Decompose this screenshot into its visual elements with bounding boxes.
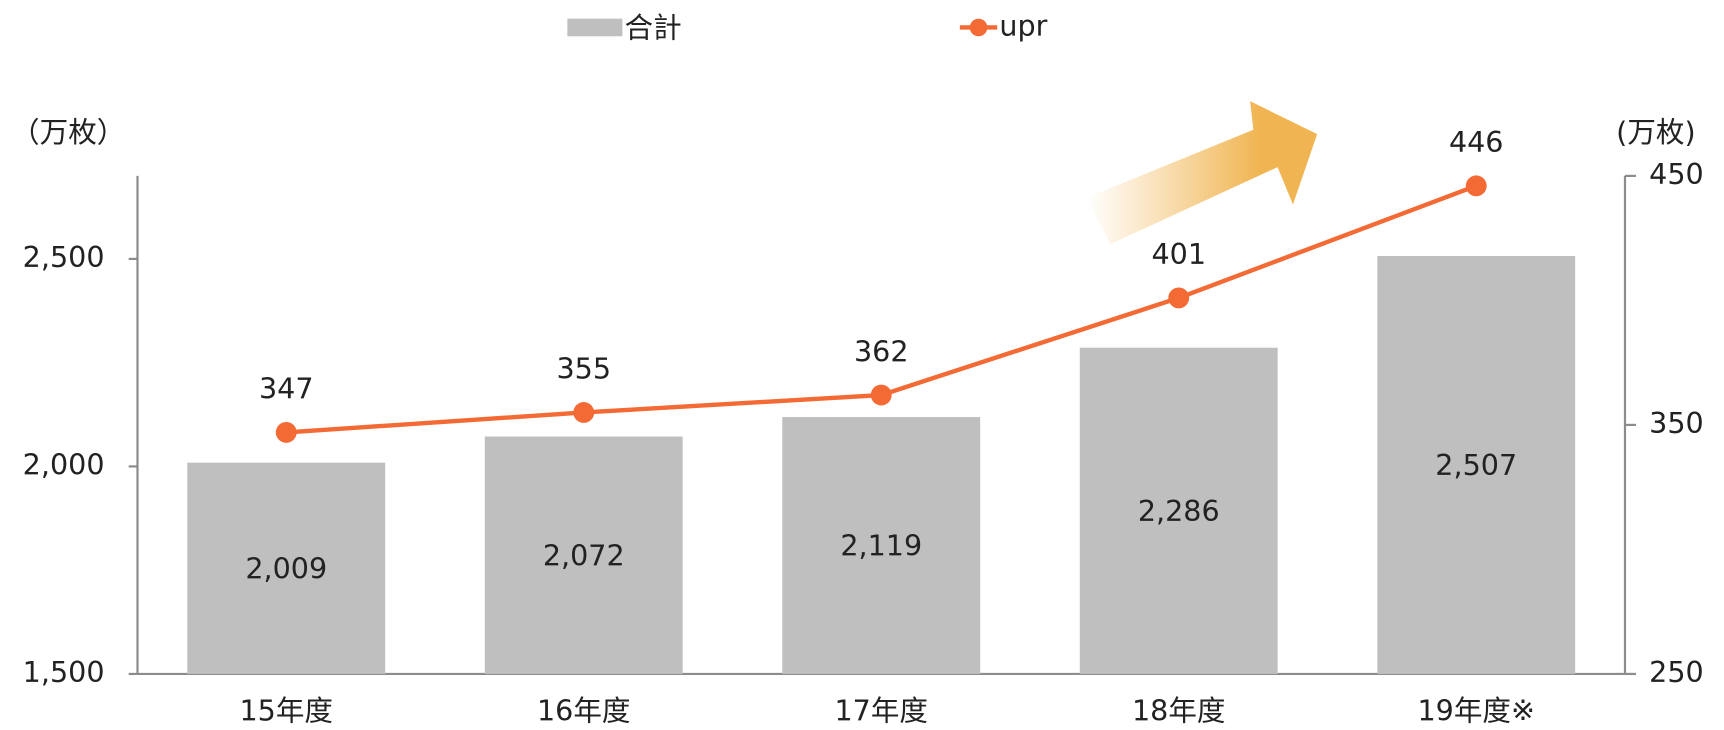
bar-value-label: 2,507 bbox=[1435, 448, 1517, 482]
line-point bbox=[573, 402, 595, 423]
y-tick-label: 2,000 bbox=[23, 447, 105, 481]
x-tick-label: 15年度 bbox=[239, 693, 333, 727]
line-point bbox=[1168, 287, 1190, 309]
y-axis-title: （万枚） bbox=[11, 115, 125, 149]
bar-value-label: 2,286 bbox=[1138, 494, 1220, 528]
legend-label: upr bbox=[999, 8, 1047, 42]
x-tick-label: 19年度※ bbox=[1417, 693, 1534, 727]
y2-tick-label: 250 bbox=[1649, 655, 1704, 689]
y2-tick-label: 350 bbox=[1649, 406, 1704, 440]
bar bbox=[1079, 347, 1278, 674]
legend-swatch-marker bbox=[969, 18, 988, 37]
y-tick-label: 2,500 bbox=[23, 240, 105, 274]
x-tick-label: 16年度 bbox=[537, 693, 631, 727]
bar bbox=[187, 462, 386, 674]
line-value-label: 355 bbox=[556, 352, 611, 386]
line-point bbox=[870, 384, 892, 406]
bar-value-label: 2,119 bbox=[840, 529, 922, 563]
bar-value-label: 2,072 bbox=[543, 538, 625, 572]
line-point bbox=[275, 421, 297, 443]
trend-arrow bbox=[1086, 101, 1318, 245]
x-tick-label: 17年度 bbox=[834, 693, 928, 727]
bar bbox=[484, 436, 683, 674]
legend-label: 合計 bbox=[625, 11, 682, 45]
line-value-label: 362 bbox=[854, 334, 909, 368]
line-value-label: 347 bbox=[259, 372, 314, 406]
bar bbox=[782, 417, 981, 674]
bar-value-label: 2,009 bbox=[245, 552, 327, 586]
y2-tick-label: 450 bbox=[1649, 157, 1704, 191]
legend-swatch bbox=[567, 18, 623, 37]
line-point bbox=[1465, 175, 1487, 197]
y2-axis-title: (万枚) bbox=[1616, 115, 1695, 149]
line-value-label: 446 bbox=[1449, 125, 1504, 159]
x-tick-label: 18年度 bbox=[1132, 693, 1226, 727]
y-tick-label: 1,500 bbox=[23, 655, 105, 689]
bar bbox=[1377, 256, 1576, 674]
line-value-label: 401 bbox=[1151, 237, 1206, 271]
